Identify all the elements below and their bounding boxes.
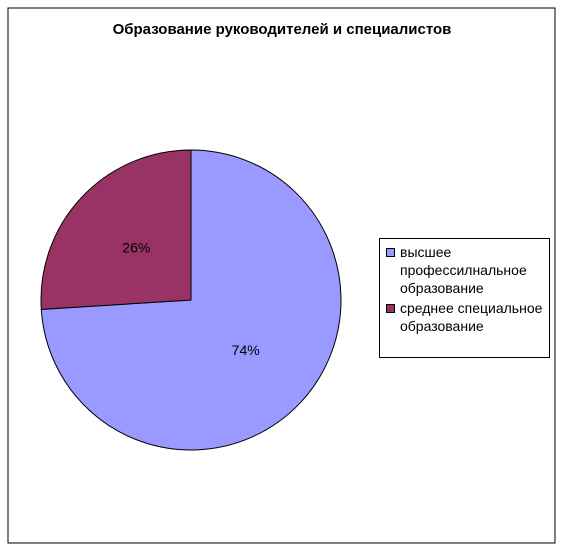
data-label: 26% <box>122 239 150 255</box>
legend-label: высшее профессилнальное образование <box>400 244 527 296</box>
data-label: 74% <box>232 342 260 358</box>
chart-title: Образование руководителей и специалистов <box>113 21 452 38</box>
legend-swatch <box>386 248 395 257</box>
legend-entry: высшее профессилнальное образование <box>386 243 543 297</box>
pie-slice <box>40 149 192 310</box>
legend-swatch <box>386 304 395 313</box>
legend: высшее профессилнальное образование средн… <box>379 238 550 358</box>
legend-entry: среднее специальное образование <box>386 299 543 335</box>
legend-label: среднее специальное образование <box>400 300 543 334</box>
